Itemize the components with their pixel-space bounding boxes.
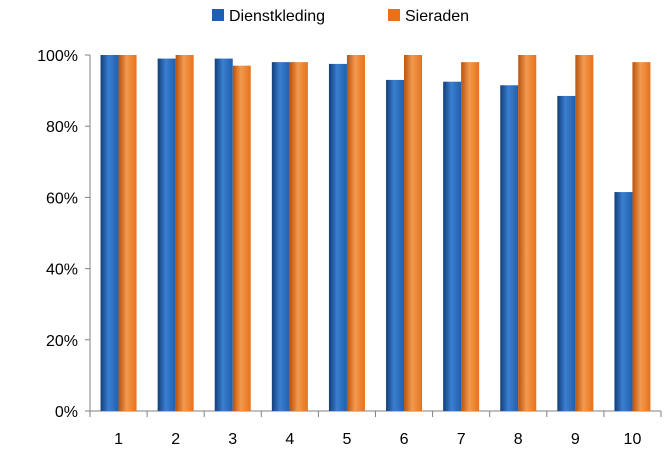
y-tick-label: 20% [46, 333, 78, 350]
bar-dienstkleding-1 [100, 55, 119, 411]
legend-label-dienstkleding: Dienstkleding [229, 8, 325, 25]
bar-sieraden-2 [175, 55, 194, 411]
x-tick-label: 6 [400, 431, 409, 448]
x-tick-label: 5 [342, 431, 351, 448]
bar-dienstkleding-3 [214, 58, 233, 412]
bar-sieraden-1 [118, 55, 137, 411]
bar-sieraden-3 [232, 65, 251, 412]
y-tick-label: 80% [46, 119, 78, 136]
bar-sieraden-4 [289, 62, 308, 412]
bar-dienstkleding-6 [386, 79, 405, 412]
y-axis: 0% 20% 40% 60% 80% 100% [37, 48, 91, 421]
x-tick-label: 1 [114, 431, 123, 448]
legend-swatch-dienstkleding [212, 9, 224, 21]
bar-sieraden-6 [404, 55, 423, 411]
bar-sieraden-9 [575, 55, 594, 411]
bar-dienstkleding-10 [614, 192, 633, 411]
legend-label-sieraden: Sieraden [405, 8, 469, 25]
x-tick-label: 9 [571, 431, 580, 448]
y-tick-label: 0% [55, 404, 78, 421]
x-tick-label: 7 [457, 431, 466, 448]
bar-dienstkleding-8 [500, 85, 519, 411]
bar-sieraden-8 [518, 55, 537, 411]
bar-dienstkleding-7 [443, 81, 462, 411]
y-tick-label: 100% [37, 48, 78, 65]
bar-dienstkleding-4 [271, 62, 290, 412]
y-tick-label: 60% [46, 190, 78, 207]
x-tick-label: 2 [171, 431, 180, 448]
bar-sieraden-7 [461, 62, 480, 412]
bar-sieraden-5 [346, 55, 365, 411]
bar-dienstkleding-5 [328, 63, 347, 412]
bar-sieraden-10 [632, 62, 651, 412]
y-tick-label: 40% [46, 262, 78, 279]
bar-dienstkleding-2 [157, 58, 176, 412]
x-tick-label: 10 [624, 431, 642, 448]
legend-swatch-sieraden [388, 9, 400, 21]
bars [100, 55, 651, 412]
legend: Dienstkleding Sieraden [212, 8, 469, 25]
x-tick-label: 3 [228, 431, 237, 448]
x-tick-label: 4 [285, 431, 294, 448]
x-tick-label: 8 [514, 431, 523, 448]
bar-dienstkleding-9 [557, 95, 576, 411]
x-axis: 1 2 3 4 5 6 7 8 9 10 [89, 410, 662, 448]
